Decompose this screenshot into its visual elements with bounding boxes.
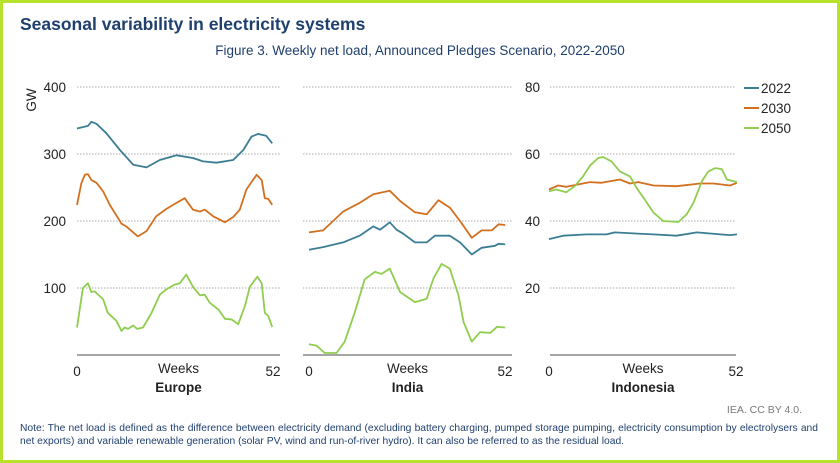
series-line-indonesia-2022 [548,231,738,240]
y-tick-label: 60 [525,147,540,162]
series-line-europe-2022 [76,120,273,169]
series-line-india-2022 [308,221,506,256]
x-axis-label: Weeks [387,361,428,376]
x-tick-label: 52 [497,364,512,379]
page-title: Seasonal variability in electricity syst… [20,14,366,34]
series-line-india-2030 [308,189,506,239]
y-tick-label: 400 [43,80,66,95]
series-line-indonesia-2030 [548,178,738,191]
series-line-europe-2050 [76,273,274,332]
note-text: Note: The net load is defined as the dif… [20,423,818,447]
legend-label-2022: 2022 [761,81,791,96]
y-tick-label: 100 [43,281,66,296]
x-tick-label: 0 [305,364,313,379]
y-tick-label: 300 [43,147,66,162]
legend-label-2050: 2050 [761,121,791,136]
series-line-indonesia-2050 [548,156,738,223]
y-tick-label: 200 [43,214,66,229]
panel-title-indonesia: Indonesia [611,380,675,395]
series-line-india-2050 [308,263,506,354]
x-axis-label: Weeks [158,361,199,376]
x-tick-label: 0 [73,364,81,379]
x-tick-label: 52 [728,364,743,379]
credit-text: IEA. CC BY 4.0. [726,404,802,416]
series-line-europe-2030 [76,173,273,238]
legend-label-2030: 2030 [761,101,791,116]
y-axis-label: GW [24,88,39,112]
x-tick-label: 52 [265,364,280,379]
x-tick-label: 0 [545,364,553,379]
y-tick-label: 80 [525,80,540,95]
y-tick-label: 20 [525,281,540,296]
x-axis-label: Weeks [622,361,663,376]
figure-subtitle: Figure 3. Weekly net load, Announced Ple… [215,43,625,58]
y-tick-label: 40 [525,214,540,229]
panel-title-europe: Europe [155,380,202,395]
panel-title-india: India [392,380,424,395]
